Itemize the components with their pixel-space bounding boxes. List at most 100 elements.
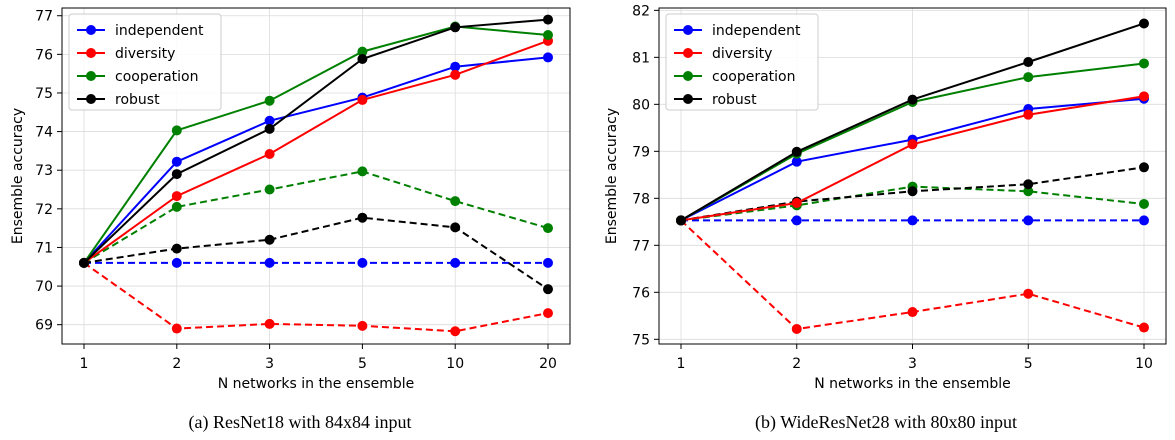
x-tick-label: 5 xyxy=(1024,356,1033,372)
x-tick-label: 10 xyxy=(1135,356,1153,372)
series-robust-solid xyxy=(676,18,1149,226)
y-tick-label: 80 xyxy=(632,97,650,113)
figure-caption: (b) WideResNet28 with 80x80 input xyxy=(755,412,1017,433)
data-point xyxy=(676,215,686,226)
legend-box xyxy=(68,13,222,111)
data-point xyxy=(907,139,918,150)
legend-marker xyxy=(683,94,693,104)
data-point xyxy=(1023,186,1034,197)
data-point xyxy=(450,222,461,233)
data-point xyxy=(264,318,275,329)
data-point xyxy=(1023,57,1034,68)
legend: independent diversity cooperation robust xyxy=(68,13,222,111)
x-tick-label: 3 xyxy=(265,356,274,372)
legend-item-independent: independent xyxy=(674,23,801,39)
series-line xyxy=(83,56,549,264)
data-point xyxy=(264,257,275,268)
legend-label: robust xyxy=(115,92,160,108)
x-tick-label: 2 xyxy=(172,356,181,372)
legend-label: cooperation xyxy=(115,69,198,85)
series-line xyxy=(83,170,549,264)
x-tick-label: 10 xyxy=(446,356,464,372)
series-line xyxy=(83,216,549,291)
y-tick-label: 78 xyxy=(632,191,650,207)
legend-label: diversity xyxy=(712,46,772,62)
legend-item-diversity: diversity xyxy=(77,46,175,62)
data-point xyxy=(1139,18,1149,29)
data-point xyxy=(357,166,368,177)
series-independent-dashed xyxy=(79,257,553,268)
figure-caption: (a) ResNet18 with 84x84 input xyxy=(189,412,412,433)
data-point xyxy=(357,320,368,331)
legend-marker xyxy=(683,25,693,35)
data-point xyxy=(543,308,553,319)
legend-label: independent xyxy=(712,23,801,39)
data-point xyxy=(1139,198,1149,209)
legend-label: cooperation xyxy=(712,69,795,85)
data-point xyxy=(1139,215,1149,226)
data-point xyxy=(1139,322,1149,333)
data-point xyxy=(543,284,553,295)
data-point xyxy=(171,323,182,334)
y-tick-label: 81 xyxy=(632,50,650,66)
data-point xyxy=(1139,91,1149,102)
data-point xyxy=(171,257,182,268)
data-point xyxy=(1023,179,1034,190)
data-point xyxy=(171,191,182,202)
data-point xyxy=(450,22,461,33)
y-tick-label: 79 xyxy=(632,144,650,160)
y-tick-label: 73 xyxy=(35,163,53,179)
series-line xyxy=(83,262,549,333)
x-tick-label: 1 xyxy=(80,356,89,372)
legend-marker xyxy=(86,25,96,35)
data-point xyxy=(264,184,275,195)
data-point xyxy=(450,69,461,80)
chart-b: 1 2 3 5 10 75 76 77 78 79 80 81 82 N networks in the … xyxy=(604,3,1167,433)
legend-item-independent: independent xyxy=(77,23,204,39)
data-point xyxy=(264,95,275,106)
data-point xyxy=(357,53,368,64)
data-point xyxy=(171,169,182,180)
data-point xyxy=(1139,58,1149,69)
y-tick-label: 76 xyxy=(632,285,650,301)
data-point xyxy=(450,196,461,207)
series-independent-dashed xyxy=(676,215,1149,226)
legend-item-robust: robust xyxy=(674,92,757,108)
plot-frame xyxy=(61,7,571,345)
y-tick-label: 69 xyxy=(35,318,53,334)
data-point xyxy=(543,52,553,63)
legend-marker xyxy=(683,71,693,81)
data-point xyxy=(357,46,368,57)
data-point xyxy=(171,243,182,254)
y-axis-label: Ensemble accuracy xyxy=(604,108,620,244)
data-point xyxy=(543,14,553,25)
y-tick-label: 70 xyxy=(35,279,53,295)
data-point xyxy=(264,123,275,134)
legend: independent diversity cooperation robust xyxy=(665,13,819,111)
series-robust-dashed xyxy=(79,212,553,295)
data-point xyxy=(907,307,918,318)
data-point xyxy=(907,94,918,105)
legend-item-cooperation: cooperation xyxy=(674,69,795,85)
legend-marker xyxy=(683,48,693,58)
data-point xyxy=(791,198,802,209)
y-tick-label: 72 xyxy=(35,202,53,218)
x-tick-label: 2 xyxy=(792,356,801,372)
legend-box xyxy=(665,13,819,111)
data-point xyxy=(791,146,802,157)
data-point xyxy=(791,323,802,334)
series-line xyxy=(83,18,549,264)
legend-label: diversity xyxy=(115,46,175,62)
x-tick-label: 3 xyxy=(908,356,917,372)
y-tick-label: 82 xyxy=(632,3,650,19)
data-point xyxy=(357,212,368,223)
data-point xyxy=(79,257,89,268)
y-tick-label: 76 xyxy=(35,47,53,63)
legend-item-robust: robust xyxy=(77,92,160,108)
data-point xyxy=(543,257,553,268)
data-point xyxy=(357,94,368,105)
data-point xyxy=(264,234,275,245)
y-tick-label: 71 xyxy=(35,240,53,256)
y-tick-label: 77 xyxy=(35,9,53,25)
